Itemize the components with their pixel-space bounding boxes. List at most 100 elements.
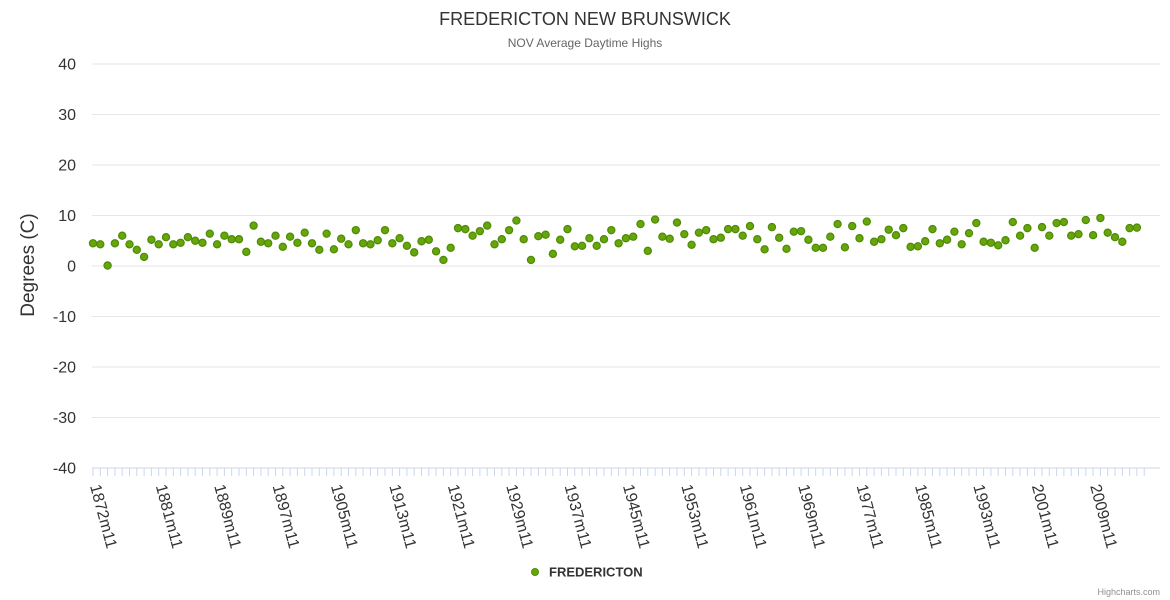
data-point[interactable] [935,239,945,248]
data-point[interactable] [921,237,930,246]
data-point[interactable] [1059,217,1069,227]
data-point[interactable] [96,240,105,249]
data-point[interactable] [972,218,981,228]
data-point[interactable] [592,241,601,250]
data-point[interactable] [497,235,506,244]
data-point[interactable] [848,221,857,231]
data-point[interactable] [293,238,302,247]
data-point[interactable] [782,244,791,254]
data-point[interactable] [483,221,492,230]
legend-item-fredericton[interactable]: FREDERICTON [531,565,643,580]
data-point[interactable] [556,235,565,244]
data-point[interactable] [1103,228,1112,237]
data-point[interactable] [869,237,879,246]
data-point[interactable] [88,239,98,248]
data-point[interactable] [1074,229,1083,239]
data-point[interactable] [344,240,353,249]
data-point[interactable] [242,247,251,257]
data-point[interactable] [147,235,156,244]
data-point[interactable] [380,225,390,235]
data-point[interactable] [658,232,667,241]
data-point[interactable] [840,243,850,252]
data-point[interactable] [329,245,339,254]
data-point[interactable] [672,218,682,227]
data-point[interactable] [855,234,864,243]
data-point[interactable] [1008,217,1018,227]
data-point[interactable] [351,225,360,235]
data-point[interactable] [1015,231,1025,240]
data-point[interactable] [446,243,455,253]
data-point[interactable] [395,234,404,243]
data-point[interactable] [906,242,915,252]
data-point[interactable] [599,235,609,244]
data-point[interactable] [461,224,470,234]
data-point[interactable] [957,240,966,249]
data-point[interactable] [731,224,740,234]
data-point[interactable] [358,239,368,248]
data-point[interactable] [738,231,747,240]
data-point[interactable] [198,238,207,247]
data-point[interactable] [577,241,587,250]
data-point[interactable] [884,225,893,234]
data-point[interactable] [753,235,762,244]
data-point[interactable] [337,234,346,243]
data-point[interactable] [366,240,375,249]
data-point[interactable] [132,245,141,255]
data-point[interactable] [877,235,886,244]
data-point[interactable] [702,225,711,235]
data-point[interactable] [789,227,799,236]
data-point[interactable] [636,219,645,229]
data-point[interactable] [388,239,397,248]
data-point[interactable] [964,228,974,238]
data-point[interactable] [643,246,653,256]
data-point[interactable] [1037,222,1047,232]
data-point[interactable] [169,240,178,249]
data-point[interactable] [629,232,638,241]
data-point[interactable] [541,230,550,239]
data-point[interactable] [942,235,952,244]
data-point[interactable] [1066,231,1076,240]
data-point[interactable] [804,235,813,244]
data-point[interactable] [227,235,236,244]
data-point[interactable] [979,237,988,246]
data-point[interactable] [453,223,463,233]
data-point[interactable] [103,261,112,270]
data-point[interactable] [519,235,528,244]
data-point[interactable] [570,242,580,251]
data-point[interactable] [694,228,704,237]
data-point[interactable] [475,226,485,236]
data-point[interactable] [190,236,200,245]
data-point[interactable] [278,242,287,252]
data-point[interactable] [1132,223,1142,232]
data-point[interactable] [300,228,309,237]
data-point[interactable] [775,233,784,242]
credits-link[interactable]: Highcharts.com [1097,587,1160,597]
data-point[interactable] [928,224,937,234]
data-point[interactable] [176,238,185,247]
data-point[interactable] [431,247,441,256]
data-point[interactable] [402,241,412,250]
data-point[interactable] [534,232,543,241]
data-point[interactable] [212,240,222,249]
data-point[interactable] [373,236,382,245]
data-point[interactable] [760,245,769,254]
data-point[interactable] [650,215,660,224]
data-point[interactable] [256,237,266,246]
data-point[interactable] [811,243,820,253]
data-point[interactable] [1001,236,1010,245]
data-point[interactable] [307,239,317,248]
data-point[interactable] [621,234,631,243]
data-point[interactable] [745,221,755,231]
data-point[interactable] [110,239,120,248]
data-point[interactable] [796,226,806,236]
data-point[interactable] [234,235,244,244]
data-point[interactable] [139,252,149,262]
data-point[interactable] [891,230,901,240]
data-point[interactable] [1088,230,1098,240]
data-point[interactable] [1045,231,1054,240]
data-point[interactable] [417,237,426,246]
data-point[interactable] [285,232,295,241]
data-point[interactable] [680,229,689,239]
data-point[interactable] [1081,215,1091,225]
data-point[interactable] [264,239,273,248]
